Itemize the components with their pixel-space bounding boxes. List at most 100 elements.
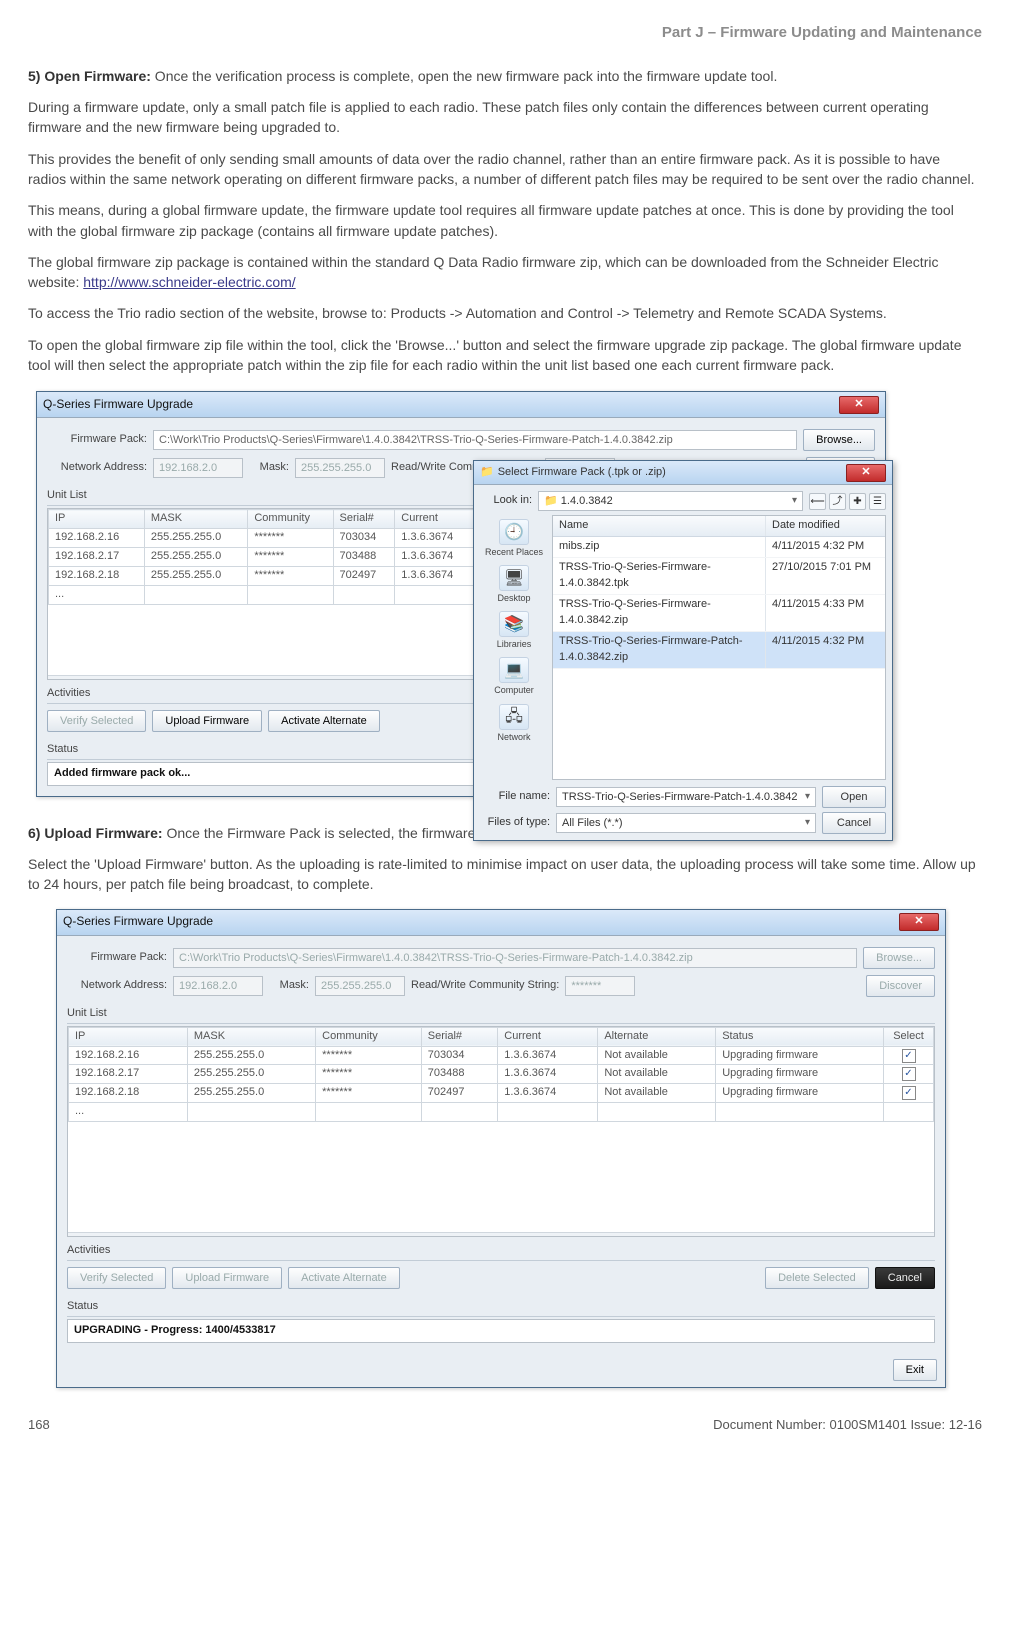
file-dialog: 📁 Select Firmware Pack (.tpk or .zip) ✕ …: [473, 460, 893, 841]
table-row[interactable]: 192.168.2.16255.255.255.0*******7030341.…: [49, 529, 476, 548]
recent-icon: 🕘: [499, 519, 529, 545]
step6-p2: Select the 'Upload Firmware' button. As …: [28, 854, 982, 895]
firmware-pack-label: Firmware Pack:: [67, 950, 167, 966]
browse-button[interactable]: Browse...: [803, 429, 875, 451]
close-icon[interactable]: ✕: [899, 913, 939, 931]
close-icon[interactable]: ✕: [846, 464, 886, 482]
open-button[interactable]: Open: [822, 786, 886, 808]
step5-lead: 5) Open Firmware:: [28, 68, 151, 84]
browse-button: Browse...: [863, 947, 935, 969]
activate-alternate-button[interactable]: Activate Alternate: [268, 710, 380, 732]
scrollbar[interactable]: [68, 1232, 934, 1236]
step5-lead-rest: Once the verification process is complet…: [151, 68, 777, 84]
sidebar-libraries[interactable]: 📚Libraries: [497, 611, 532, 651]
col-community: Community: [248, 510, 333, 529]
discover-button: Discover: [866, 975, 935, 997]
file-row[interactable]: mibs.zip4/11/2015 4:32 PM: [553, 537, 885, 558]
scrollbar[interactable]: [48, 675, 476, 679]
verify-selected-button: Verify Selected: [67, 1267, 166, 1289]
close-icon[interactable]: ✕: [839, 396, 879, 414]
cancel-button[interactable]: Cancel: [875, 1267, 935, 1289]
network-icon: 🖧: [499, 704, 529, 730]
sidebar-desktop[interactable]: 🖥Desktop: [497, 565, 530, 605]
select-checkbox[interactable]: ✓: [902, 1067, 916, 1081]
step5-p2: During a firmware update, only a small p…: [28, 97, 982, 138]
firmware-upgrade-window-1: Q-Series Firmware Upgrade ✕ Firmware Pac…: [36, 391, 886, 796]
firmware-pack-label: Firmware Pack:: [47, 432, 147, 448]
back-icon[interactable]: ⟵: [809, 493, 826, 510]
look-in-select[interactable]: 📁 1.4.0.3842: [538, 491, 803, 511]
mask-label: Mask:: [269, 978, 309, 994]
activities-label: Activities: [67, 1243, 935, 1261]
verify-selected-button: Verify Selected: [47, 710, 146, 732]
table-row[interactable]: 192.168.2.18255.255.255.0*******7024971.…: [69, 1084, 934, 1103]
sidebar-computer[interactable]: 💻Computer: [494, 657, 534, 697]
upload-firmware-button: Upload Firmware: [172, 1267, 282, 1289]
network-address-input: [153, 458, 243, 478]
sidebar-network[interactable]: 🖧Network: [497, 704, 530, 744]
table-row: ...: [69, 1103, 934, 1122]
step5-p4: This means, during a global firmware upd…: [28, 200, 982, 241]
cancel-button[interactable]: Cancel: [822, 812, 886, 834]
activate-alternate-button: Activate Alternate: [288, 1267, 400, 1289]
table-header-row: IP MASK Community Serial# Current Altern…: [69, 1027, 934, 1046]
select-checkbox[interactable]: ✓: [902, 1049, 916, 1063]
col-serial: Serial#: [333, 510, 395, 529]
exit-button[interactable]: Exit: [893, 1359, 937, 1381]
step6-lead: 6) Upload Firmware:: [28, 825, 163, 841]
look-in-label: Look in:: [480, 493, 532, 509]
table-row[interactable]: 192.168.2.17255.255.255.0*******7034881.…: [69, 1065, 934, 1084]
file-col-date[interactable]: Date modified: [765, 516, 885, 536]
new-folder-icon[interactable]: ✚: [849, 493, 866, 510]
up-icon[interactable]: ⤴: [829, 493, 846, 510]
community-label: Read/Write Community String:: [411, 978, 559, 994]
unit-list-label: Unit List: [67, 1006, 935, 1024]
network-address-label: Network Address:: [47, 460, 147, 476]
step5-heading: 5) Open Firmware: Once the verification …: [28, 66, 982, 86]
mask-input: [295, 458, 385, 478]
document-number: Document Number: 0100SM1401 Issue: 12-16: [713, 1416, 982, 1435]
folder-icon: 📁: [480, 465, 494, 481]
file-name-input[interactable]: TRSS-Trio-Q-Series-Firmware-Patch-1.4.0.…: [556, 787, 816, 807]
network-address-input: [173, 976, 263, 996]
desktop-icon: 🖥: [499, 565, 529, 591]
col-ip: IP: [49, 510, 145, 529]
table-header-row: IP MASK Community Serial# Current: [49, 510, 476, 529]
table-row[interactable]: 192.168.2.16255.255.255.0*******7030341.…: [69, 1046, 934, 1065]
file-row[interactable]: TRSS-Trio-Q-Series-Firmware-1.4.0.3842.z…: [553, 595, 885, 632]
view-icon[interactable]: ☰: [869, 493, 886, 510]
folder-icon: 📁: [544, 495, 558, 507]
file-col-name[interactable]: Name: [553, 516, 765, 536]
firmware-pack-input[interactable]: [153, 430, 797, 450]
network-address-label: Network Address:: [67, 978, 167, 994]
file-row[interactable]: TRSS-Trio-Q-Series-Firmware-1.4.0.3842.t…: [553, 558, 885, 595]
page-header: Part J – Firmware Updating and Maintenan…: [28, 22, 982, 44]
col-mask: MASK: [144, 510, 247, 529]
step5-p7: To open the global firmware zip file wit…: [28, 335, 982, 376]
file-name-label: File name:: [480, 789, 550, 805]
schneider-link[interactable]: http://www.schneider-electric.com/: [83, 274, 295, 290]
col-current: Current: [395, 510, 476, 529]
mask-input: [315, 976, 405, 996]
unit-list-table-2: IP MASK Community Serial# Current Altern…: [68, 1027, 934, 1123]
sidebar-recent[interactable]: 🕘Recent Places: [485, 519, 543, 559]
unit-list-table-1: IP MASK Community Serial# Current 192.16…: [48, 509, 476, 605]
table-row[interactable]: 192.168.2.18255.255.255.0*******7024971.…: [49, 567, 476, 586]
page-number: 168: [28, 1416, 50, 1435]
file-row-selected[interactable]: TRSS-Trio-Q-Series-Firmware-Patch-1.4.0.…: [553, 632, 885, 669]
delete-selected-button: Delete Selected: [765, 1267, 869, 1289]
libraries-icon: 📚: [499, 611, 529, 637]
page-footer: 168 Document Number: 0100SM1401 Issue: 1…: [28, 1416, 982, 1435]
files-of-type-select[interactable]: All Files (*.*): [556, 813, 816, 833]
step5-p6: To access the Trio radio section of the …: [28, 303, 982, 323]
upload-firmware-button[interactable]: Upload Firmware: [152, 710, 262, 732]
table-row[interactable]: 192.168.2.17255.255.255.0*******7034881.…: [49, 548, 476, 567]
window1-title: Q-Series Firmware Upgrade: [43, 396, 839, 413]
mask-label: Mask:: [249, 460, 289, 476]
select-checkbox[interactable]: ✓: [902, 1086, 916, 1100]
firmware-pack-input: [173, 948, 857, 968]
status-label: Status: [67, 1299, 935, 1317]
step5-p5: The global firmware zip package is conta…: [28, 252, 982, 293]
step5-p3: This provides the benefit of only sendin…: [28, 149, 982, 190]
window2-title: Q-Series Firmware Upgrade: [63, 913, 899, 930]
